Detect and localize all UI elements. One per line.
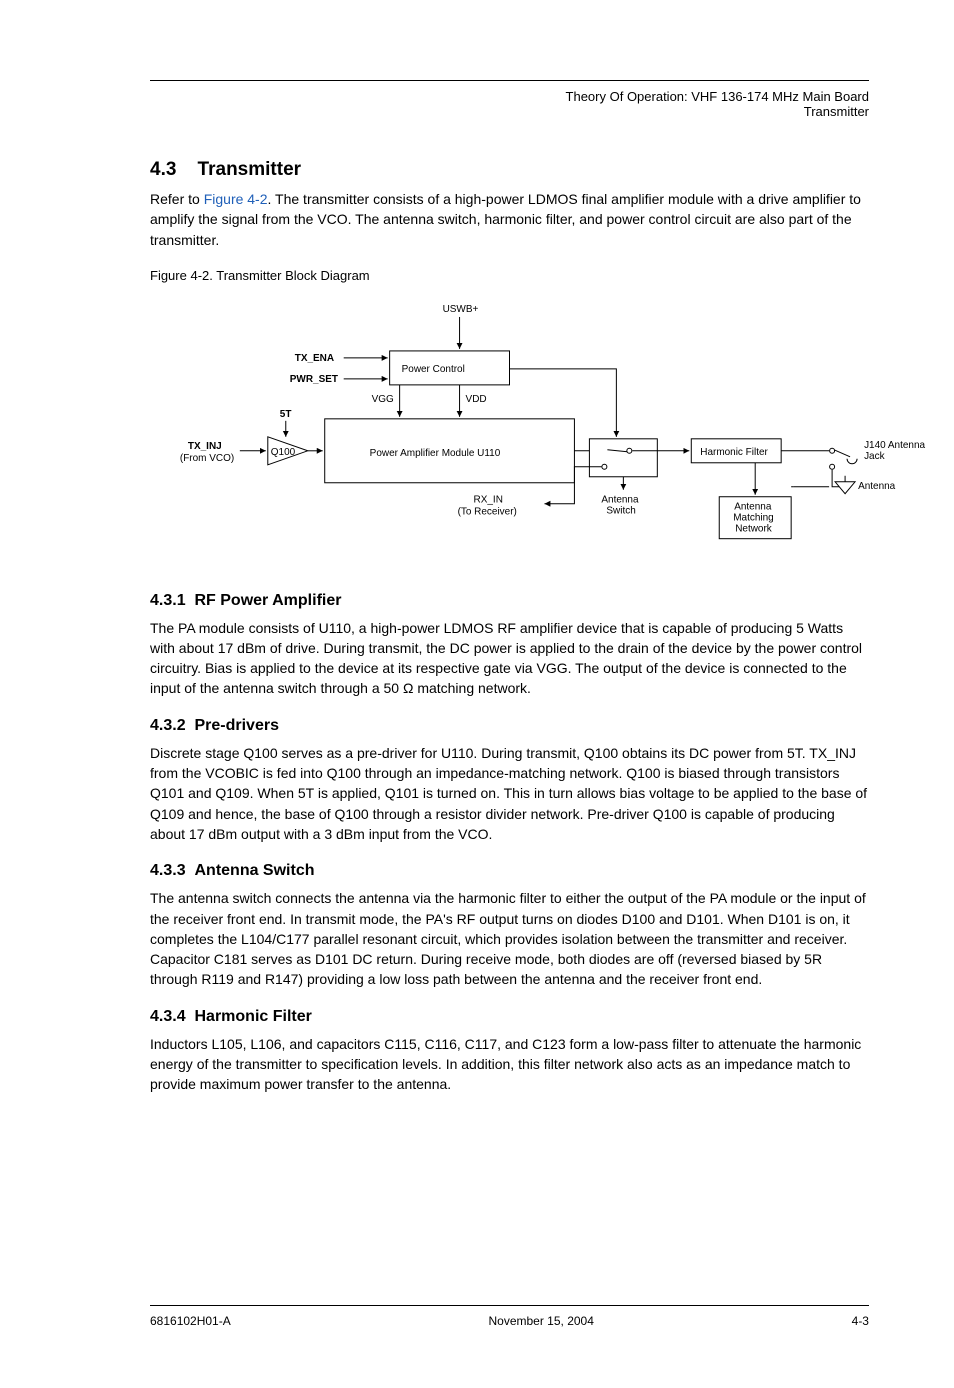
header-title: Theory Of Operation: VHF 136-174 MHz Mai… [150,89,869,104]
subsection-title: Harmonic Filter [194,1008,311,1025]
label-uswb: USWB+ [443,304,479,315]
label-5t: 5T [280,409,292,420]
figure-link[interactable]: Figure 4-2 [204,191,268,207]
figure-caption: Figure 4-2. Transmitter Block Diagram [150,268,869,283]
subsection-num: 4.3.4 [150,1008,186,1025]
section-title: Transmitter [198,159,301,180]
label-amn-l2: Matching [733,513,773,524]
section-4-3-heading: 4.3 Transmitter [150,159,869,181]
label-pwr-set: PWR_SET [290,374,338,385]
section-4-3-1-heading: 4.3.1 RF Power Amplifier [150,592,869,610]
section-4-3-4-paragraph: Inductors L105, L106, and capacitors C11… [150,1034,869,1095]
subsection-title: Antenna Switch [194,862,314,879]
subsection-num: 4.3.3 [150,862,186,879]
label-tx-inj: TX_INJ [188,441,222,452]
label-amn-l3: Network [735,524,772,535]
label-tx-ena: TX_ENA [295,353,334,364]
top-rule [150,80,869,81]
section-4-3-2-paragraph: Discrete stage Q100 serves as a pre-driv… [150,743,869,844]
subsection-title: RF Power Amplifier [194,592,341,609]
section-4-3-paragraph: Refer to Figure 4-2. The transmitter con… [150,189,869,250]
footer-code: 6816102H01-A [150,1314,231,1328]
label-antenna-switch-l1: Antenna [601,495,639,506]
label-rx-in: RX_IN [474,495,503,506]
section-num: 4.3 [150,159,176,180]
header-subtitle: Transmitter [150,104,869,119]
label-j140-l2: Jack [864,451,885,462]
transmitter-block-diagram: USWB+ Power Control TX_ENA PWR_SET VGG V… [90,289,929,569]
label-from-vco: (From VCO) [180,453,234,464]
label-to-receiver: (To Receiver) [458,507,517,518]
label-power-control: Power Control [402,364,465,375]
footer-date: November 15, 2004 [488,1314,593,1328]
label-pam: Power Amplifier Module U110 [370,448,501,459]
section-4-3-3-heading: 4.3.3 Antenna Switch [150,862,869,880]
label-vgg: VGG [372,394,394,405]
subsection-num: 4.3.2 [150,717,186,734]
subsection-num: 4.3.1 [150,592,186,609]
bottom-rule [150,1305,869,1306]
label-antenna-switch-l2: Switch [606,506,635,517]
label-harmonic: Harmonic Filter [700,447,768,458]
label-q100: Q100 [271,447,296,458]
label-j140-l1: J140 Antenna [864,440,925,451]
section-4-3-3-paragraph: The antenna switch connects the antenna … [150,888,869,989]
footer-page: 4-3 [852,1314,869,1328]
section-4-3-1-paragraph: The PA module consists of U110, a high-p… [150,618,869,699]
section-4-3-2-heading: 4.3.2 Pre-drivers [150,717,869,735]
subsection-title: Pre-drivers [194,717,279,734]
label-vdd: VDD [466,394,487,405]
section-4-3-4-heading: 4.3.4 Harmonic Filter [150,1008,869,1026]
label-amn-l1: Antenna [734,502,772,513]
label-antenna: Antenna [858,481,896,492]
